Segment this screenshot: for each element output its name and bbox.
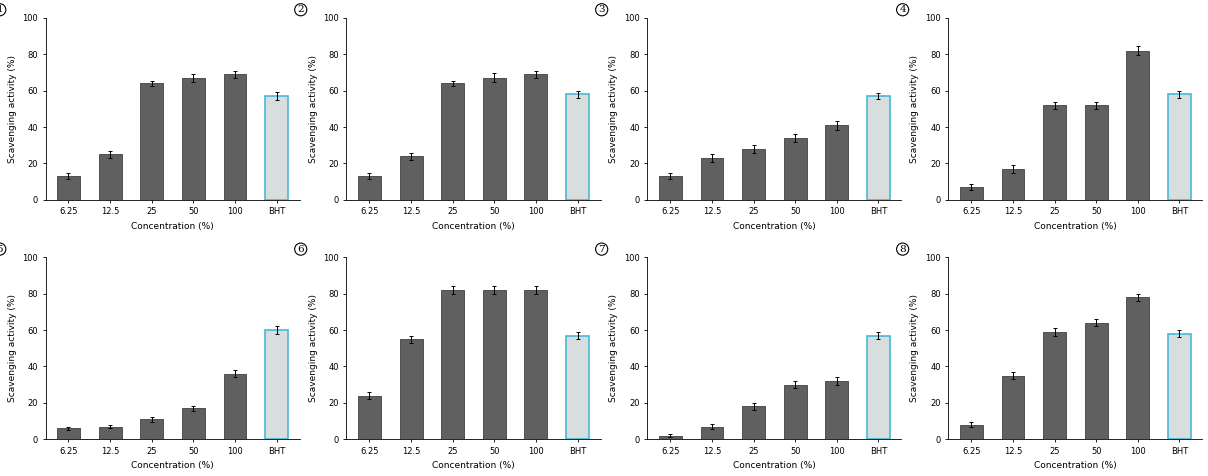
Text: 2: 2 xyxy=(297,5,304,14)
Text: 7: 7 xyxy=(598,245,605,254)
Text: 3: 3 xyxy=(598,5,605,14)
Bar xyxy=(567,94,590,200)
Bar xyxy=(524,74,547,200)
Bar xyxy=(742,149,765,200)
Bar xyxy=(1085,323,1108,439)
Y-axis label: Scavenging activity (%): Scavenging activity (%) xyxy=(308,55,318,163)
Bar xyxy=(358,396,381,439)
Bar xyxy=(441,83,464,200)
Bar xyxy=(99,154,122,200)
X-axis label: Concentration (%): Concentration (%) xyxy=(733,222,815,231)
Bar xyxy=(784,138,807,200)
Bar xyxy=(524,290,547,439)
Bar xyxy=(182,78,205,200)
Bar xyxy=(825,381,848,439)
Bar xyxy=(483,290,506,439)
Text: 8: 8 xyxy=(899,245,906,254)
Bar xyxy=(1126,298,1149,439)
Bar xyxy=(1168,334,1191,439)
Bar xyxy=(701,426,724,439)
Bar xyxy=(825,125,848,200)
Bar xyxy=(182,408,205,439)
Bar xyxy=(784,385,807,439)
Bar xyxy=(1001,169,1024,200)
X-axis label: Concentration (%): Concentration (%) xyxy=(1034,461,1116,470)
Text: 4: 4 xyxy=(899,5,906,14)
Bar xyxy=(265,96,288,200)
Bar xyxy=(400,339,423,439)
Bar xyxy=(1044,105,1065,200)
Bar xyxy=(701,158,724,200)
Bar xyxy=(99,426,122,439)
Y-axis label: Scavenging activity (%): Scavenging activity (%) xyxy=(7,55,17,163)
X-axis label: Concentration (%): Concentration (%) xyxy=(132,222,214,231)
Bar xyxy=(567,336,590,439)
Y-axis label: Scavenging activity (%): Scavenging activity (%) xyxy=(610,294,618,402)
Bar xyxy=(400,156,423,200)
Text: 1: 1 xyxy=(0,5,4,14)
Bar xyxy=(140,419,163,439)
Bar xyxy=(960,187,983,200)
Y-axis label: Scavenging activity (%): Scavenging activity (%) xyxy=(308,294,318,402)
Bar xyxy=(1085,105,1108,200)
Bar xyxy=(1168,94,1191,200)
Bar xyxy=(960,425,983,439)
Bar xyxy=(867,96,890,200)
Bar xyxy=(742,407,765,439)
Bar xyxy=(265,330,288,439)
Bar xyxy=(57,176,80,200)
Bar xyxy=(441,290,464,439)
X-axis label: Concentration (%): Concentration (%) xyxy=(432,461,515,470)
Bar xyxy=(1044,332,1065,439)
Bar xyxy=(223,374,246,439)
Y-axis label: Scavenging activity (%): Scavenging activity (%) xyxy=(911,294,919,402)
Bar xyxy=(57,428,80,439)
Bar xyxy=(867,336,890,439)
X-axis label: Concentration (%): Concentration (%) xyxy=(432,222,515,231)
Bar xyxy=(1001,376,1024,439)
X-axis label: Concentration (%): Concentration (%) xyxy=(1034,222,1116,231)
Y-axis label: Scavenging activity (%): Scavenging activity (%) xyxy=(911,55,919,163)
Bar xyxy=(140,83,163,200)
Y-axis label: Scavenging activity (%): Scavenging activity (%) xyxy=(7,294,17,402)
Bar xyxy=(483,78,506,200)
Text: 5: 5 xyxy=(0,245,4,254)
Bar xyxy=(660,436,681,439)
Bar xyxy=(223,74,246,200)
Text: 6: 6 xyxy=(297,245,304,254)
Bar xyxy=(358,176,381,200)
Y-axis label: Scavenging activity (%): Scavenging activity (%) xyxy=(610,55,618,163)
X-axis label: Concentration (%): Concentration (%) xyxy=(132,461,214,470)
X-axis label: Concentration (%): Concentration (%) xyxy=(733,461,815,470)
Bar xyxy=(660,176,681,200)
Bar xyxy=(1126,50,1149,200)
